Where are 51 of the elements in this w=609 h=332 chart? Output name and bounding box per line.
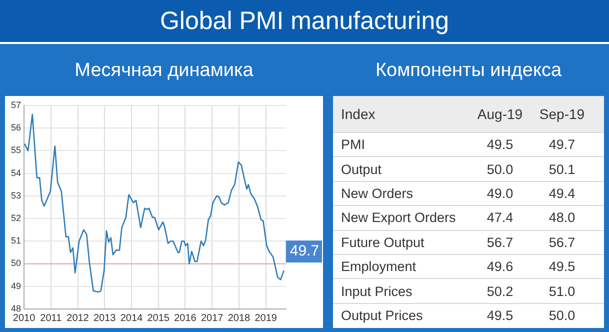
annotation: 49.7 — [290, 242, 320, 260]
data-label: 49.4 — [548, 186, 576, 201]
data-label: 50.1 — [548, 162, 576, 177]
data-label: 49.5 — [548, 259, 576, 274]
y-tick-label: 48 — [10, 303, 22, 314]
y-tick-label: 49 — [10, 280, 22, 291]
category-label: New Export Orders — [340, 210, 457, 226]
y-tick-label: 54 — [10, 168, 22, 178]
x-tick-label: 2016 — [174, 312, 197, 324]
data-label: 49.0 — [486, 186, 514, 201]
data-label: 50.0 — [486, 162, 514, 177]
data-label: 49.5 — [486, 308, 514, 323]
data-label: 49.7 — [548, 137, 576, 152]
y-tick-label: 55 — [10, 145, 22, 156]
text: Index — [340, 106, 376, 122]
data-label: 56.7 — [548, 234, 576, 250]
data-label: 50.2 — [486, 284, 514, 299]
data-label: 49.6 — [486, 259, 514, 274]
x-tick-label: 2017 — [200, 312, 224, 324]
data-label: 51.0 — [548, 284, 576, 299]
x-tick-label: 2015 — [147, 312, 170, 324]
category-label: Output — [340, 162, 383, 177]
y-tick-label: 50 — [10, 258, 22, 268]
x-tick-label: 2012 — [66, 312, 90, 324]
y-tick-label: 51 — [10, 236, 22, 246]
data-label: 47.4 — [486, 210, 514, 226]
data-label: 56.7 — [486, 234, 514, 250]
x-tick-label: 2019 — [254, 312, 278, 324]
chart-subtitle: Месячная динамика — [74, 60, 254, 82]
data-label: 49.5 — [486, 137, 514, 152]
y-tick-label: 53 — [10, 190, 22, 200]
y-tick-label: 56 — [10, 122, 22, 133]
category-label: Future Output — [340, 234, 426, 250]
chart-title: Global PMI manufacturing — [0, 0, 609, 44]
text: Компоненты индекса — [374, 60, 563, 82]
category-label: Employment — [340, 259, 418, 274]
x-tick-label: 2010 — [12, 312, 36, 324]
category-label: New Orders — [340, 186, 414, 201]
y-tick-label: 52 — [10, 212, 22, 223]
x-tick-label: 2013 — [94, 312, 116, 324]
text: Sep-19 — [538, 106, 586, 122]
category-label: Output Prices — [340, 308, 424, 323]
x-tick-label: 2011 — [40, 312, 62, 324]
x-tick-label: 2018 — [228, 312, 251, 324]
y-tick-label: 57 — [10, 100, 22, 110]
x-tick-label: 2014 — [120, 312, 144, 324]
category-label: PMI — [340, 137, 366, 152]
category-label: Input Prices — [340, 284, 414, 299]
data-label: 48.0 — [548, 210, 576, 226]
data-label: 50.0 — [548, 308, 576, 323]
series-label: Aug-19 — [476, 106, 524, 122]
